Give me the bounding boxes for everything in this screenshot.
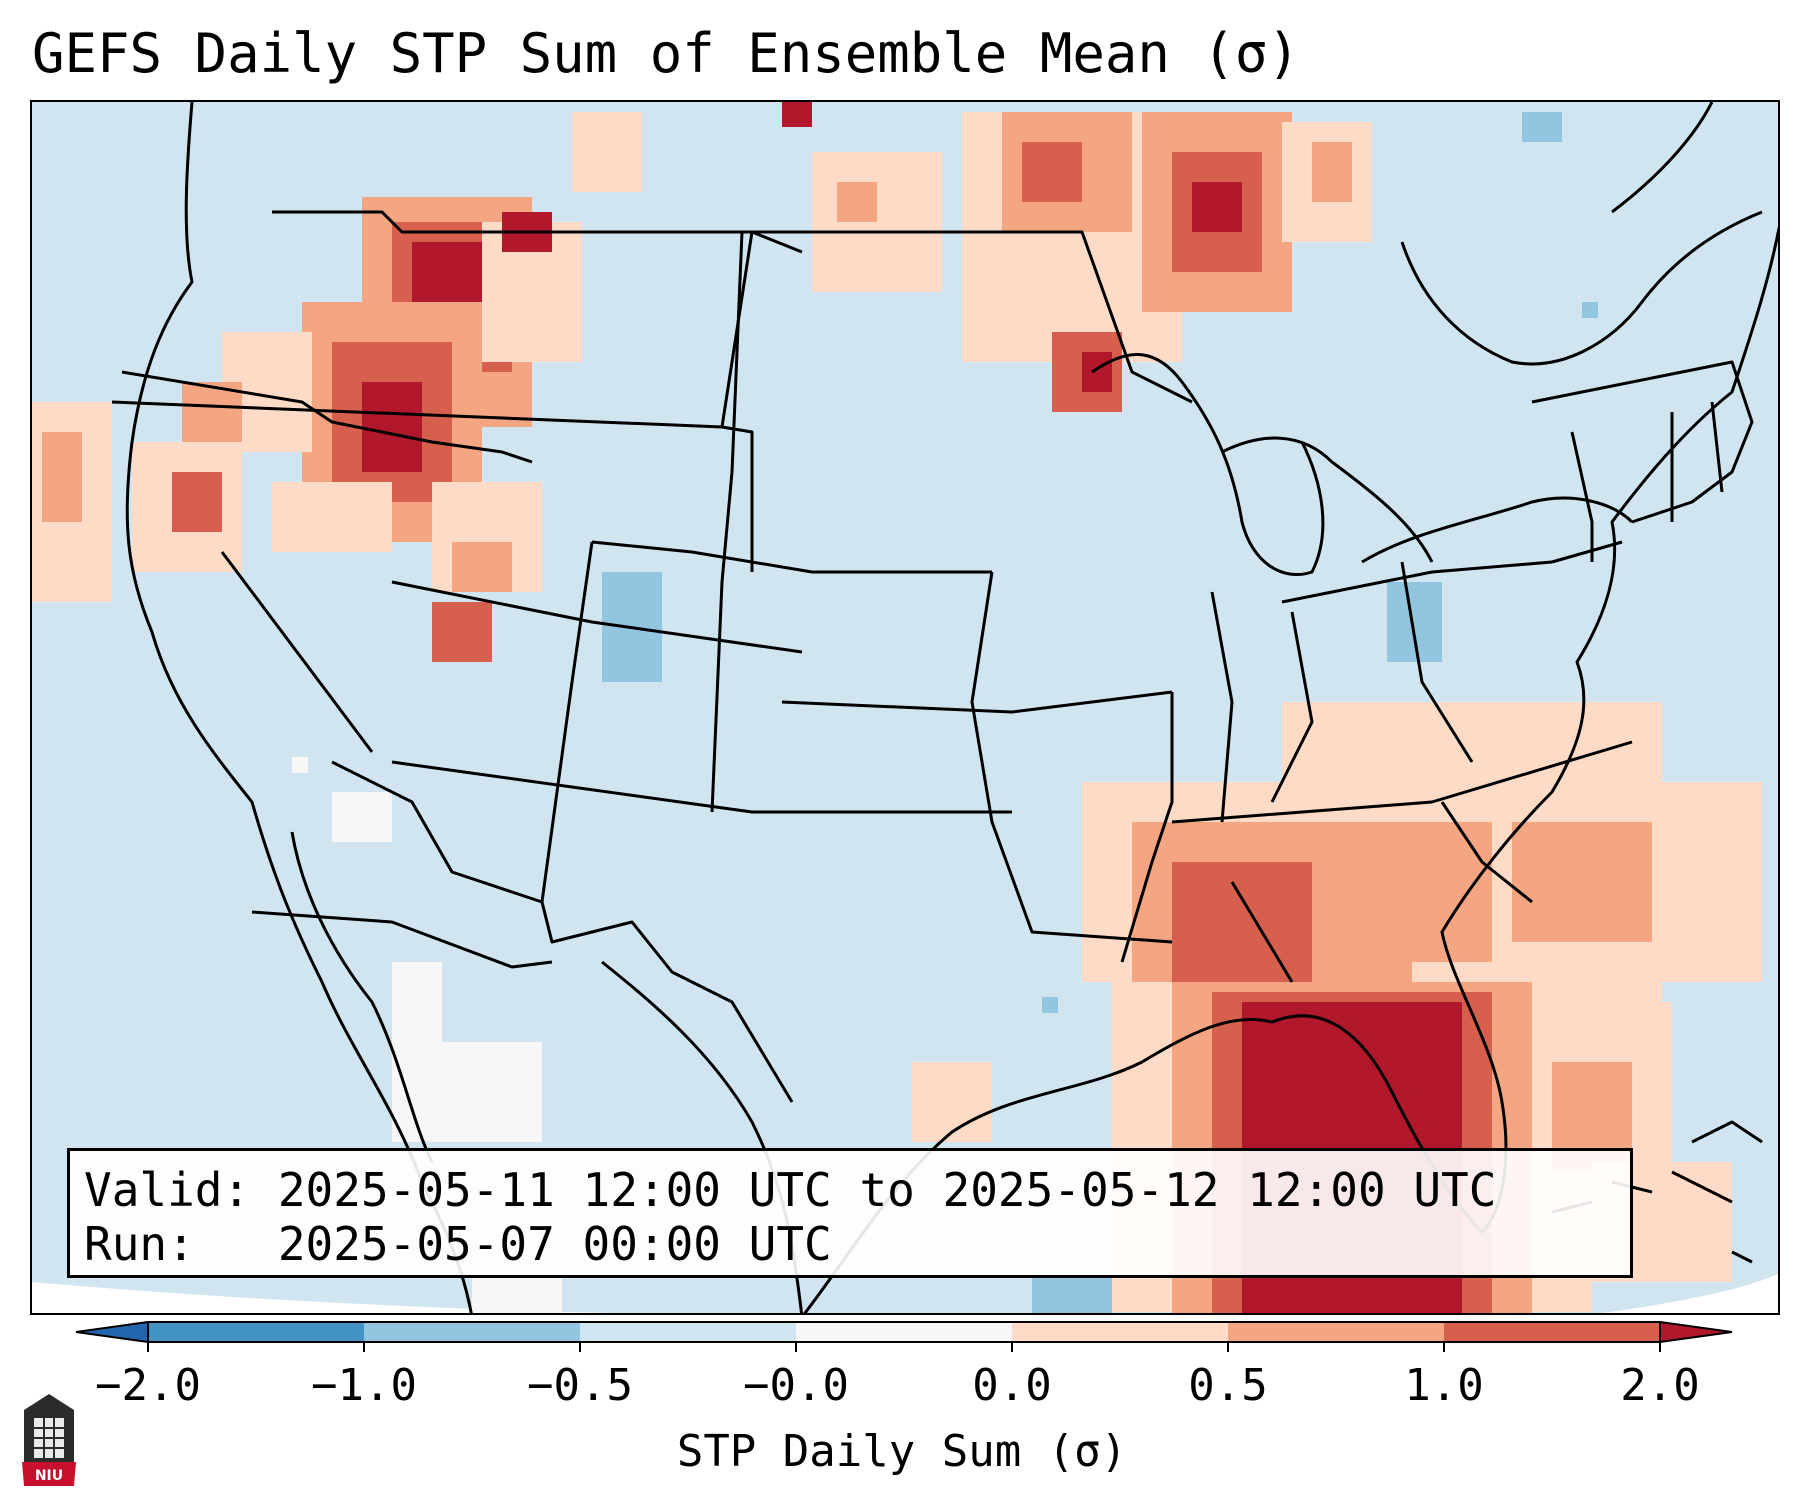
colorbar-tick-label: −0.0 [743, 1360, 849, 1411]
colorbar-tick-label: 0.0 [972, 1360, 1052, 1411]
run-time-line: Run: 2025-05-07 00:00 UTC [84, 1217, 832, 1271]
niu-logo-text: NIU [34, 1468, 64, 1484]
colorbar-tick-label: 1.0 [1404, 1360, 1484, 1411]
map-title: GEFS Daily STP Sum of Ensemble Mean (σ) [32, 22, 1300, 85]
colorbar-bin-2 [364, 1322, 581, 1342]
colorbar-tick-label: 0.5 [1188, 1360, 1268, 1411]
valid-run-info-box: Valid: 2025-05-11 12:00 UTC to 2025-05-1… [67, 1148, 1633, 1278]
map-panel [30, 100, 1780, 1315]
colorbar-tick-label: 2.0 [1620, 1360, 1700, 1411]
colorbar-bin-1 [148, 1322, 365, 1342]
projection-edge-right [1602, 1273, 1778, 1313]
colorbar-tick-label: −1.0 [311, 1360, 417, 1411]
colorbar-bin-4 [796, 1322, 1013, 1342]
anomaly-field-north [572, 102, 1372, 412]
projection-edge-left [32, 1282, 606, 1313]
colorbar-outline [147, 1321, 1661, 1343]
colorbar-tick-label: −0.5 [527, 1360, 633, 1411]
valid-time-line: Valid: 2025-05-11 12:00 UTC to 2025-05-1… [84, 1163, 1497, 1217]
colorbar-bin-3 [580, 1322, 797, 1342]
colorbar-bin-7 [1444, 1322, 1661, 1342]
colorbar-under-extension [75, 1320, 149, 1344]
anomaly-field-northwest [32, 197, 582, 662]
map-canvas [32, 102, 1778, 1313]
coastline-and-borders [111, 102, 1778, 1313]
colorbar-bin-6 [1228, 1322, 1445, 1342]
colorbar-over-extension [1659, 1320, 1733, 1344]
niu-logo: NIU [20, 1392, 78, 1488]
colorbar-bin-5 [1012, 1322, 1229, 1342]
colorbar-label: STP Daily Sum (σ) [676, 1426, 1128, 1477]
colorbar-tick-label: −2.0 [95, 1360, 201, 1411]
